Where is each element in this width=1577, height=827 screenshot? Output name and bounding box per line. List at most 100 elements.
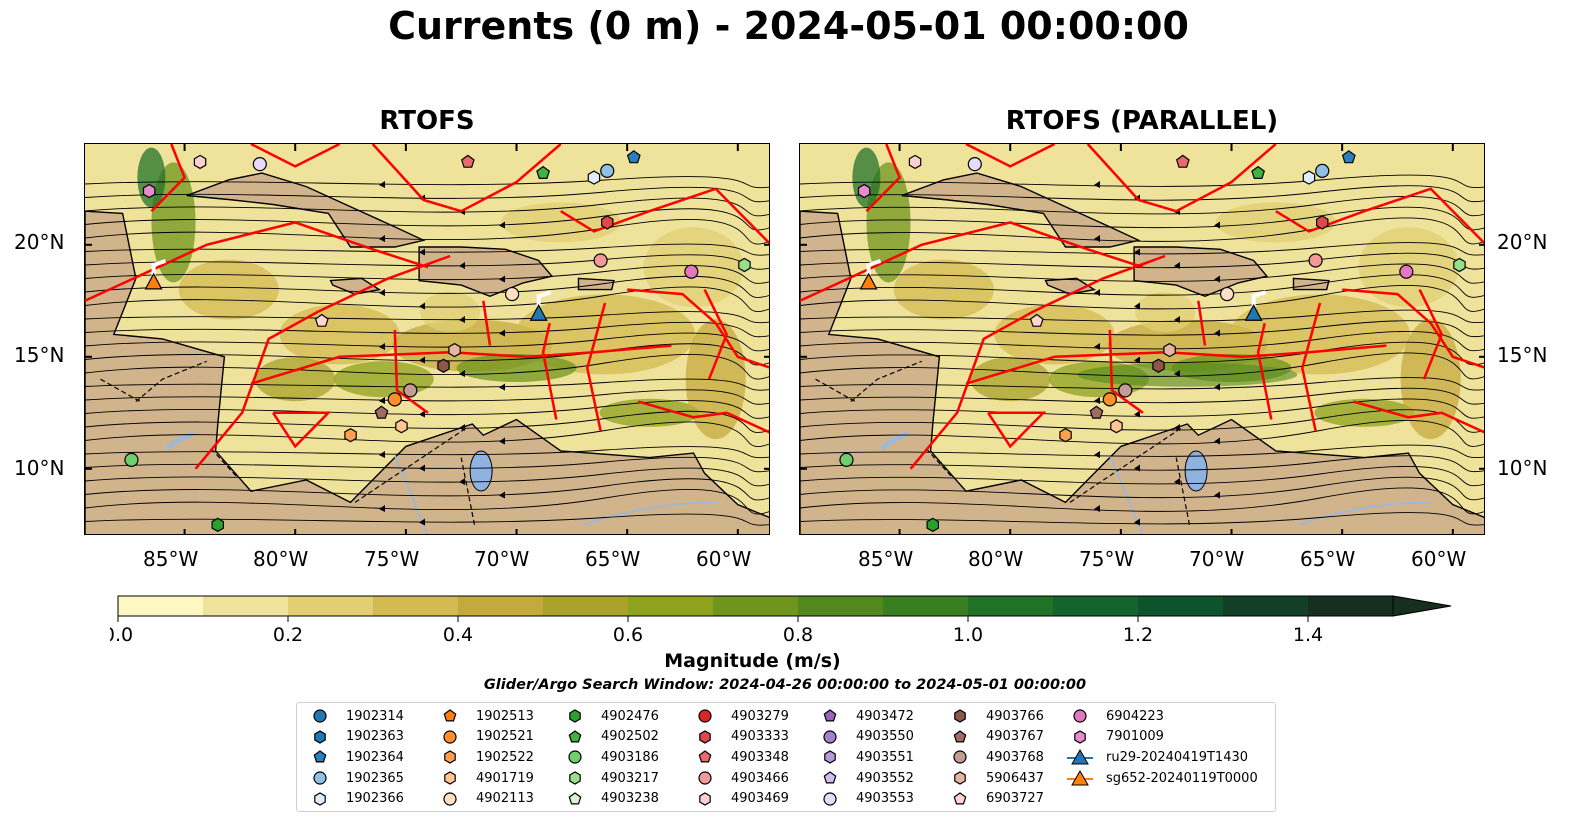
streamline [85, 489, 769, 515]
panel-title-rtofs: RTOFS [379, 106, 475, 136]
streamline-arrow [459, 316, 465, 323]
streamline [85, 286, 769, 312]
landmass [1133, 246, 1269, 298]
lon-label-left: 65°W [585, 547, 641, 571]
float-marker [1118, 383, 1133, 398]
landmass [186, 172, 426, 248]
glider-marker [529, 303, 548, 321]
streamline [85, 478, 769, 501]
legend-item: 4902502 [562, 727, 659, 748]
float-marker [684, 264, 699, 279]
lake-nicaragua [880, 430, 910, 451]
streamline-arrow [459, 478, 465, 485]
lon-label-left: 85°W [143, 547, 199, 571]
magnitude-patch [599, 398, 700, 427]
legend-label: 4903552 [856, 770, 914, 786]
float-marker [587, 170, 601, 185]
float-marker [437, 358, 450, 373]
legend-label: 1902314 [346, 708, 404, 724]
magnitude-patch [1215, 202, 1336, 243]
hexagon-marker-icon [444, 771, 456, 785]
float-marker [600, 215, 614, 230]
streamline-arrow [379, 181, 385, 188]
search-window-text: Glider/Argo Search Window: 2024-04-26 00… [483, 677, 1087, 693]
streamline-arrow [1214, 491, 1220, 499]
colorbar-segment [1308, 596, 1394, 616]
legend-item: sg652-20240119T0000 [1067, 768, 1258, 789]
hexagon-marker-icon [699, 791, 711, 806]
magnitude-patch [137, 147, 166, 208]
pentagon-marker-icon [823, 709, 837, 722]
colorbar-segment [1223, 596, 1309, 616]
legend-column: 1902314 1902363 1902364 1902365 1902366 [307, 706, 404, 809]
colorbar-segment [798, 596, 884, 616]
streamline-arrow [1214, 329, 1220, 337]
streamline-arrow [459, 370, 465, 377]
magnitude-patch [333, 361, 434, 398]
legend-label: 4903469 [731, 791, 789, 807]
eez-boundary [1301, 302, 1322, 431]
colorbar-segment [628, 596, 714, 616]
legend-item: 4903552 [817, 768, 914, 789]
map-panel-rtofs[interactable] [84, 143, 770, 535]
eez-boundary [1086, 144, 1277, 213]
eez-boundary [393, 329, 429, 414]
lon-label-right: 70°W [1189, 547, 1245, 571]
float-marker [1341, 150, 1356, 164]
float-marker [1029, 313, 1044, 327]
legend-label: 4903217 [601, 770, 659, 786]
magnitude-patch [456, 354, 577, 382]
hexagon-marker-icon [954, 709, 966, 723]
streamline-arrow [1214, 275, 1220, 283]
eez-boundary [1256, 322, 1273, 420]
map-panel-rtofs-parallel[interactable] [799, 143, 1485, 535]
colorbar-segment [288, 596, 374, 616]
streamline [800, 476, 1484, 501]
map-canvas-rtofs [85, 144, 769, 534]
float-marker [908, 154, 922, 170]
magnitude-patch [279, 304, 400, 365]
streamline-arrow [1094, 451, 1100, 458]
river [582, 501, 716, 526]
legend-item: 1902314 [307, 706, 404, 727]
streamline-arrow [1134, 410, 1140, 418]
legend-item: 1902522 [437, 747, 534, 768]
streamline-arrow [1174, 478, 1180, 485]
colorbar-segment [543, 596, 629, 616]
streamline [800, 242, 1484, 256]
streamline-arrow [1094, 505, 1100, 512]
streamline [800, 352, 1484, 380]
colorbar-segment [203, 596, 289, 616]
float-marker [1163, 342, 1176, 358]
colorbar-segment [1138, 596, 1224, 616]
streamline-arrow [379, 235, 385, 242]
figure-title: Currents (0 m) - 2024-05-01 00:00:00 [388, 4, 1189, 48]
glider-triangle-icon [1067, 749, 1093, 765]
streamline [800, 387, 1484, 405]
national-border [925, 448, 954, 479]
float-marker [1110, 419, 1123, 434]
streamline-arrow [1174, 262, 1180, 269]
streamline [85, 400, 769, 419]
streamline [800, 263, 1484, 284]
eez-boundary [1418, 289, 1444, 380]
magnitude-patch [500, 202, 621, 243]
legend-item: 4903767 [947, 727, 1044, 748]
legend-label: 4903768 [986, 749, 1044, 765]
eez-boundary [965, 144, 1056, 168]
legend-label: 4903550 [856, 729, 914, 745]
float-marker [1175, 154, 1190, 168]
streamline-arrow [379, 289, 385, 296]
streamline-arrow [1174, 370, 1180, 377]
eez-boundary [482, 300, 492, 346]
lon-label-left: 70°W [474, 547, 530, 571]
lake [1184, 450, 1208, 492]
float-marker [1089, 405, 1104, 419]
legend-label: 4901719 [476, 770, 534, 786]
colorbar-segment [883, 596, 969, 616]
colorbar-segment [1053, 596, 1139, 616]
circle-marker-icon [443, 730, 457, 744]
legend-label: 1902521 [476, 729, 534, 745]
landmass [901, 172, 1141, 248]
colorbar-segment [118, 596, 204, 616]
